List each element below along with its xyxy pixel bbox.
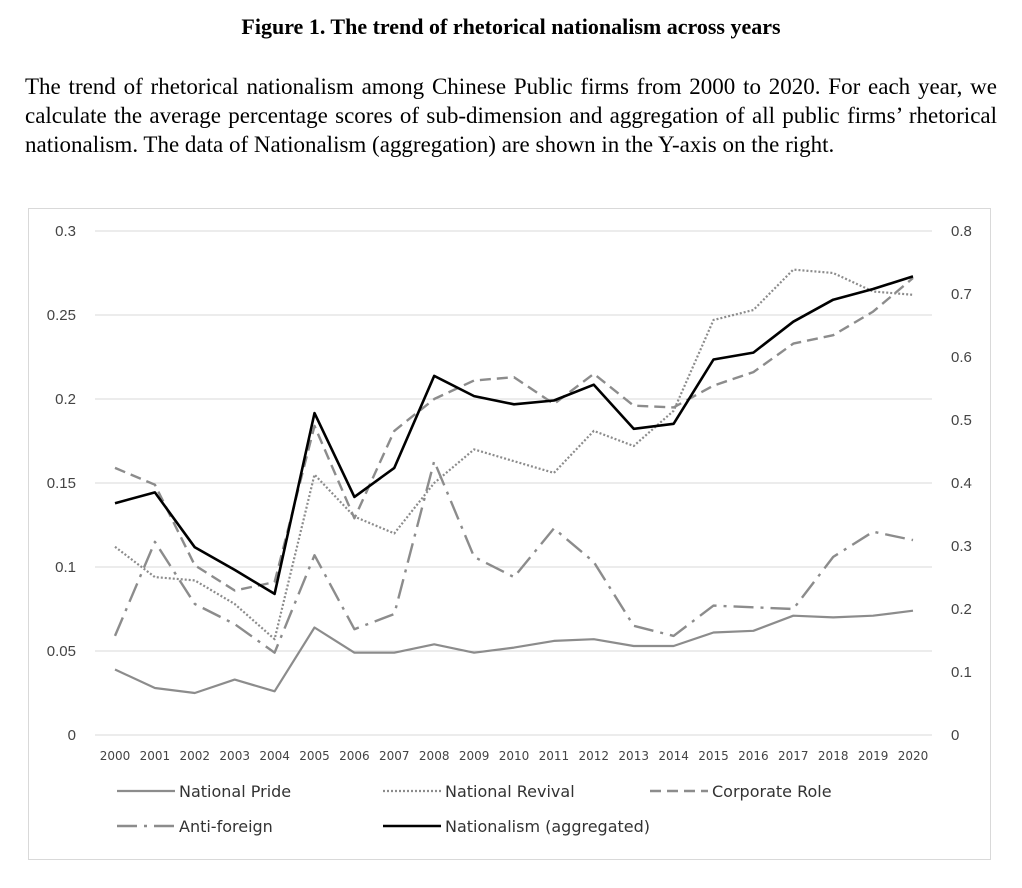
chart-frame [28,208,991,860]
y-right-tick-label: 0.6 [951,349,972,366]
x-tick-label: 2015 [698,749,729,763]
y-right-tick-label: 0 [951,727,959,744]
y-left-tick-label: 0.05 [47,643,76,660]
x-tick-label: 2006 [339,749,370,763]
x-tick-label: 2019 [858,749,889,763]
x-tick-label: 2003 [219,749,250,763]
y-left-tick-label: 0.15 [47,475,76,492]
y-right-tick-label: 0.4 [951,475,972,492]
x-tick-label: 2014 [658,749,689,763]
y-left-tick-label: 0 [68,727,76,744]
y-left-tick-label: 0.2 [55,391,76,408]
y-right-tick-label: 0.7 [951,286,972,303]
figure-caption: The trend of rhetorical nationalism amon… [25,74,997,157]
series-line-4 [114,275,914,596]
y-left-tick-label: 0.1 [55,559,76,576]
x-tick-label: 2007 [379,749,410,763]
legend-label: Anti-foreign [179,817,273,836]
x-tick-label: 2002 [180,749,211,763]
x-tick-label: 2017 [778,749,809,763]
x-tick-label: 2011 [539,749,570,763]
y-right-tick-label: 0.5 [951,412,972,429]
x-tick-label: 2013 [618,749,649,763]
y-right-tick-label: 0.8 [951,223,972,240]
x-tick-label: 2020 [898,749,929,763]
series-line-2 [114,277,914,592]
x-tick-label: 2004 [259,749,290,763]
x-tick-label: 2000 [100,749,131,763]
x-tick-label: 2001 [140,749,171,763]
x-tick-label: 2009 [459,749,490,763]
series-line-0 [114,609,914,695]
y-left-tick-label: 0.25 [47,307,76,324]
legend-label: Corporate Role [712,782,832,801]
y-right-tick-label: 0.1 [951,664,972,681]
legend-label: Nationalism (aggregated) [445,817,650,836]
x-tick-label: 2008 [419,749,450,763]
x-tick-label: 2010 [499,749,530,763]
legend-label: National Pride [179,782,291,801]
x-tick-label: 2016 [738,749,769,763]
series-line-3 [113,460,914,654]
y-right-tick-label: 0.2 [951,601,972,618]
y-left-tick-label: 0.3 [55,223,76,240]
series-line-1 [114,268,914,641]
y-right-tick-label: 0.3 [951,538,972,555]
x-tick-label: 2012 [579,749,610,763]
figure-title: Figure 1. The trend of rhetorical nation… [241,14,781,39]
x-tick-label: 2005 [299,749,330,763]
x-tick-label: 2018 [818,749,849,763]
legend-label: National Revival [445,782,575,801]
